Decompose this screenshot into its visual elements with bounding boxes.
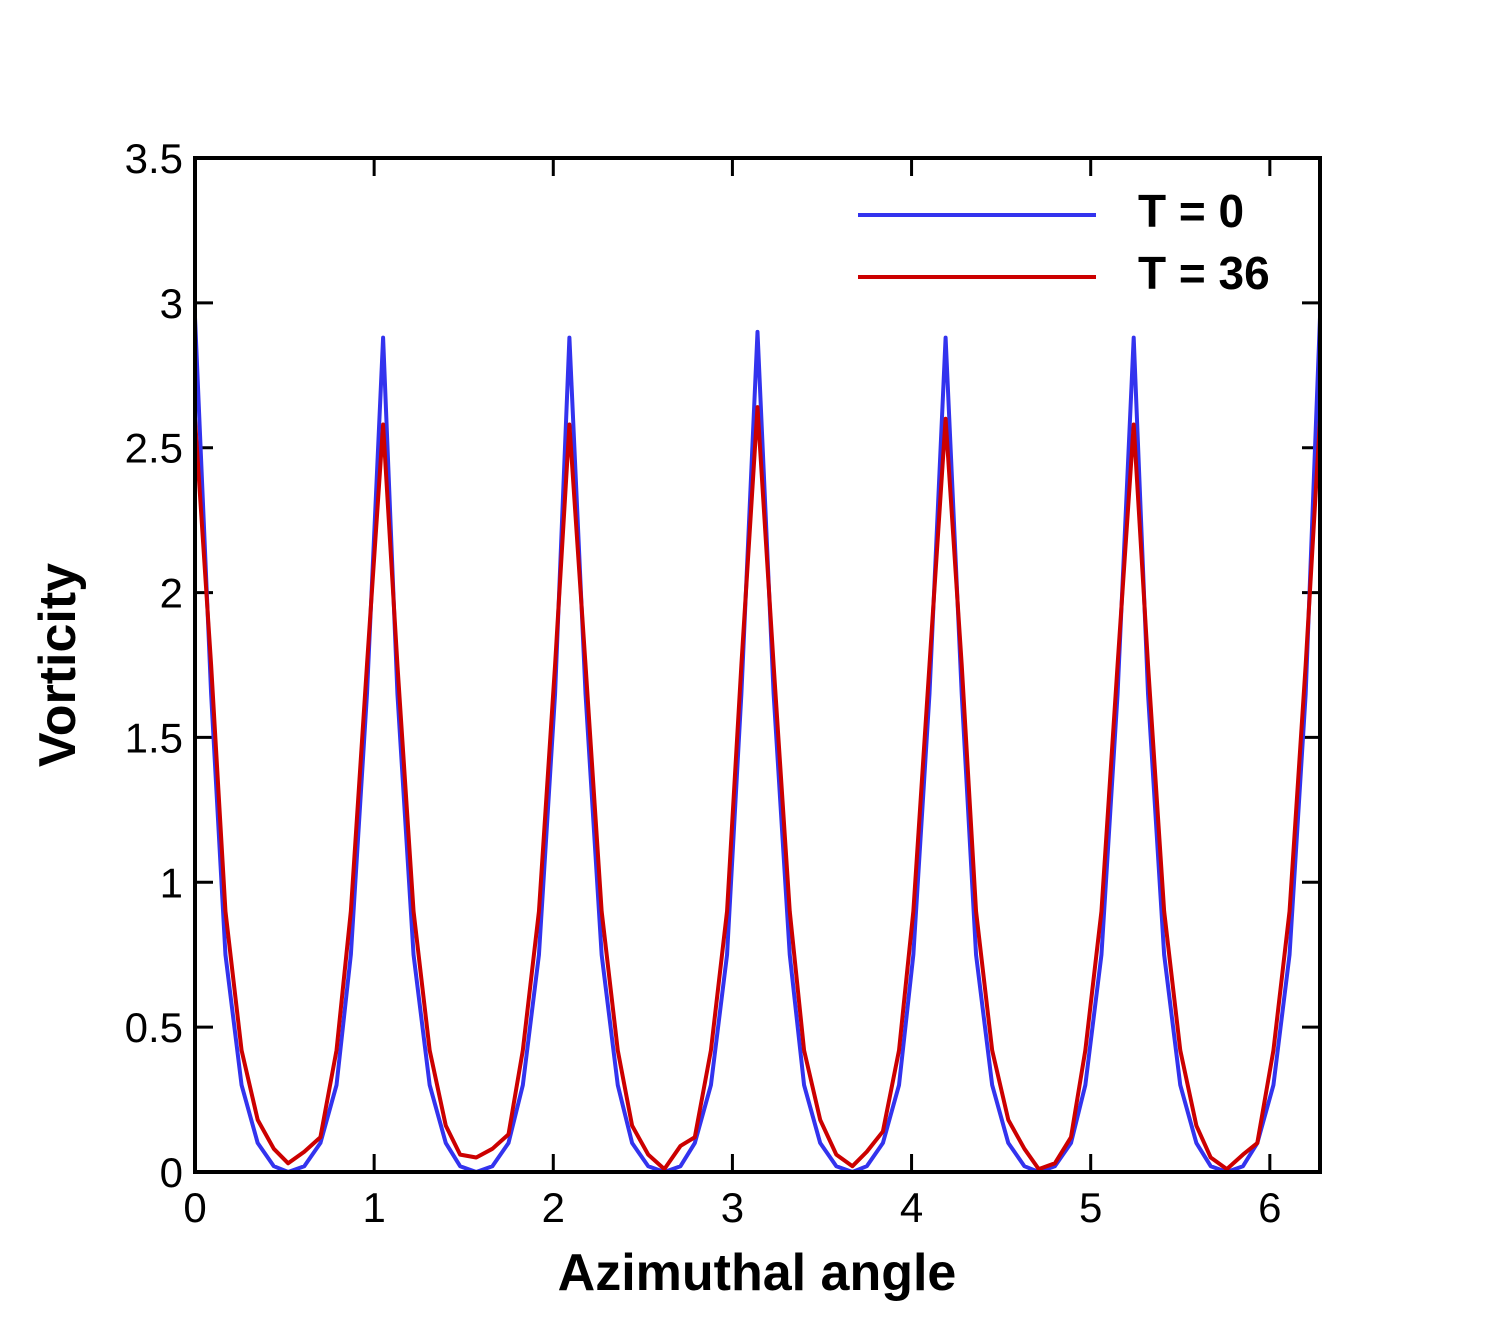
y-tick-label: 3	[160, 280, 183, 327]
x-axis-label: Azimuthal angle	[558, 1244, 957, 1302]
y-tick-label: 1.5	[125, 714, 183, 761]
y-axis-label: Vorticity	[29, 563, 87, 767]
x-tick-label: 6	[1258, 1184, 1281, 1231]
y-tick-label: 0	[160, 1149, 183, 1196]
y-tick-label: 0.5	[125, 1004, 183, 1051]
legend-label: T = 36	[1138, 247, 1270, 299]
y-tick-label: 1	[160, 859, 183, 906]
x-tick-label: 4	[900, 1184, 923, 1231]
x-tick-label: 0	[183, 1184, 206, 1231]
x-tick-label: 5	[1079, 1184, 1102, 1231]
y-tick-label: 2	[160, 570, 183, 617]
plot-frame	[193, 156, 1322, 1174]
x-tick-label: 3	[721, 1184, 744, 1231]
series-line	[193, 317, 1322, 1174]
series-line	[193, 405, 1322, 1172]
x-tick-label: 2	[542, 1184, 565, 1231]
y-tick-label: 3.5	[125, 135, 183, 182]
y-tick-label: 2.5	[125, 425, 183, 472]
x-tick-label: 1	[362, 1184, 385, 1231]
legend-label: T = 0	[1138, 185, 1244, 237]
